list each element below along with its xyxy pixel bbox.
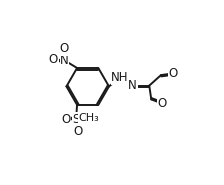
Text: O: O	[168, 67, 177, 80]
Text: O: O	[61, 112, 70, 125]
Text: N: N	[128, 79, 137, 92]
Text: O: O	[49, 53, 58, 66]
Text: N: N	[60, 54, 69, 67]
Text: O: O	[73, 125, 83, 138]
Text: S: S	[72, 113, 80, 126]
Text: O: O	[157, 97, 166, 110]
Text: NH: NH	[111, 71, 129, 84]
Text: O: O	[59, 42, 68, 55]
Text: CH₃: CH₃	[78, 113, 99, 123]
